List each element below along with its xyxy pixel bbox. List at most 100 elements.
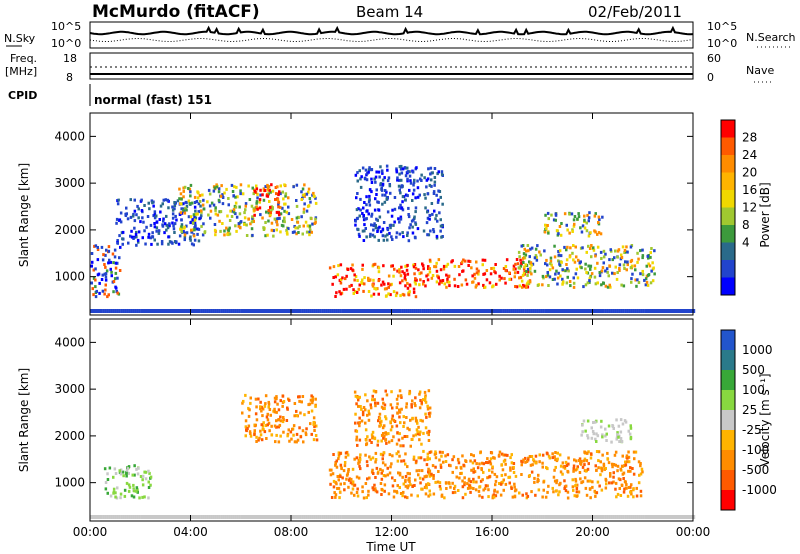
ground-scatter-cell (465, 309, 469, 313)
ground-scatter-cell (120, 515, 123, 519)
echo-cell (405, 416, 408, 419)
echo-cell (624, 260, 627, 264)
echo-cell (309, 228, 312, 232)
echo-cell (304, 220, 308, 224)
echo-cell (153, 222, 156, 225)
echo-cell (522, 252, 526, 256)
ground-scatter-cell (427, 515, 430, 519)
echo-cell (373, 286, 376, 290)
echo-cell (264, 185, 267, 189)
echo-cell (584, 469, 588, 473)
ground-scatter-cell (359, 515, 362, 519)
echo-cell (398, 188, 401, 192)
echo-cell (298, 395, 301, 399)
echo-cell (444, 454, 447, 458)
ground-scatter-cell (347, 309, 350, 313)
echo-cell (116, 486, 119, 490)
echo-cell (530, 272, 533, 276)
echo-cell (300, 215, 303, 219)
echo-cell (425, 178, 429, 182)
echo-cell (583, 226, 587, 230)
echo-cell (372, 278, 375, 282)
y-tick-label: 4000 (54, 335, 85, 349)
echo-cell (440, 280, 444, 284)
echo-cell (631, 467, 634, 470)
echo-cell (421, 262, 424, 266)
echo-cell (578, 471, 582, 474)
echo-cell (619, 467, 622, 471)
echo-cell (608, 283, 611, 287)
echo-cell (553, 479, 557, 483)
echo-cell (588, 211, 591, 215)
echo-cell (314, 404, 317, 408)
echo-cell (387, 285, 390, 289)
echo-cell (416, 494, 419, 498)
echo-cell (425, 221, 429, 225)
ground-scatter-cell (461, 309, 465, 313)
echo-cell (250, 227, 254, 231)
echo-cell (439, 224, 443, 228)
echo-cell (646, 273, 650, 277)
echo-cell (185, 204, 189, 208)
echo-cell (589, 231, 592, 235)
ground-scatter-cell (158, 309, 161, 313)
echo-cell (653, 249, 656, 253)
echo-cell (197, 227, 201, 231)
ground-scatter-cell (588, 309, 591, 313)
echo-cell (383, 424, 386, 428)
ground-scatter-cell (182, 515, 185, 519)
echo-cell (610, 440, 613, 444)
echo-cell (417, 473, 420, 477)
echo-cell (266, 418, 270, 422)
ground-scatter-cell (303, 309, 306, 313)
echo-cell (445, 487, 448, 490)
echo-cell (221, 202, 225, 206)
ground-scatter-cell (490, 309, 493, 313)
echo-cell (272, 409, 275, 413)
echo-cell (375, 490, 379, 494)
echo-cell (389, 191, 392, 195)
echo-cell (372, 224, 375, 228)
ground-scatter-cell (644, 515, 647, 519)
echo-cell (135, 235, 138, 239)
ground-scatter-cell (323, 309, 326, 313)
echo-cell (286, 434, 289, 438)
ground-scatter-cell (512, 309, 515, 313)
echo-cell (374, 404, 377, 408)
ground-scatter-cell (325, 515, 328, 519)
echo-cell (372, 472, 375, 475)
ground-scatter-cell (518, 515, 521, 519)
echo-cell (390, 439, 394, 443)
echo-cell (575, 459, 578, 463)
echo-cell (418, 272, 421, 276)
ground-scatter-cell (443, 515, 446, 519)
colorbar-tick-label: 16 (742, 183, 757, 197)
echo-cell (496, 490, 499, 494)
echo-cell (412, 434, 415, 438)
echo-cell (337, 453, 341, 457)
echo-cell (166, 198, 169, 202)
echo-cell (411, 437, 414, 441)
echo-cell (266, 233, 269, 237)
echo-cell (353, 278, 356, 282)
echo-cell (369, 403, 372, 407)
echo-cell (335, 465, 339, 469)
ground-scatter-cell (134, 309, 137, 313)
ground-scatter-cell (447, 309, 450, 313)
ground-scatter-cell (484, 515, 487, 519)
echo-cell (414, 282, 417, 286)
echo-cell (108, 466, 112, 470)
echo-cell (103, 263, 106, 266)
ground-scatter-cell (614, 309, 617, 313)
echo-cell (401, 494, 404, 498)
echo-cell (407, 206, 410, 210)
echo-cell (163, 231, 166, 235)
echo-cell (360, 175, 363, 179)
ground-scatter-cell (512, 515, 515, 519)
echo-cell (412, 287, 416, 291)
ground-scatter-cell (281, 515, 284, 519)
ground-scatter-cell (425, 515, 428, 519)
echo-cell (404, 193, 408, 197)
echo-cell (357, 404, 360, 408)
echo-cell (296, 220, 300, 224)
